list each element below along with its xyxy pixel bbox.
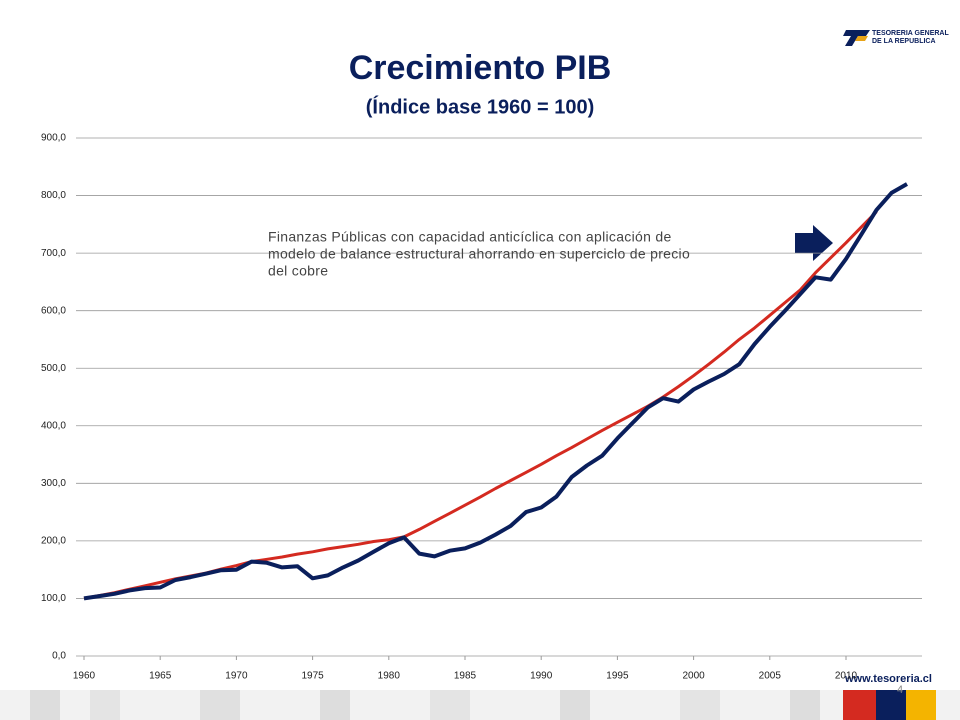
footer-block <box>906 690 936 720</box>
logo-mark-accent <box>855 36 868 41</box>
y-tick-label: 300,0 <box>41 478 66 489</box>
x-tick-label: 2000 <box>682 671 705 682</box>
footer-block <box>90 690 120 720</box>
footer-block <box>320 690 350 720</box>
y-tick-label: 700,0 <box>41 248 66 259</box>
y-tick-label: 800,0 <box>41 190 66 201</box>
footer-block <box>843 690 876 720</box>
x-tick-label: 1960 <box>73 671 96 682</box>
annotation: modelo de balance estructural ahorrando … <box>268 246 690 262</box>
line-series <box>83 182 908 601</box>
x-tick-label: 1965 <box>149 671 172 682</box>
arrow <box>795 225 833 261</box>
y-tick-label: 400,0 <box>41 420 66 431</box>
x-tick-label: 2005 <box>759 671 782 682</box>
chart-title: Crecimiento PIB <box>349 49 612 87</box>
logo: TESORERIA GENERAL DE LA REPUBLICA <box>843 30 949 46</box>
y-tick-label: 600,0 <box>41 305 66 316</box>
x-tick-label: 1975 <box>301 671 324 682</box>
x-tick-label: 1980 <box>378 671 401 682</box>
annotation: del cobre <box>268 263 328 279</box>
x-tick-label: 1995 <box>606 671 629 682</box>
x-tick-label: 1990 <box>530 671 553 682</box>
y-tick-label: 900,0 <box>41 133 66 144</box>
logo-text: TESORERIA GENERAL <box>872 30 949 37</box>
footer-block <box>680 690 720 720</box>
footer-block <box>30 690 60 720</box>
logo-text: DE LA REPUBLICA <box>872 38 936 45</box>
annotation: Finanzas Públicas con capacidad anticícl… <box>268 229 672 245</box>
x-tick-label: 1985 <box>454 671 477 682</box>
footer-block <box>200 690 240 720</box>
footer-block <box>560 690 590 720</box>
footer-block <box>876 690 906 720</box>
logo-mark <box>843 30 870 46</box>
x-tick-label: 2010 <box>835 671 858 682</box>
y-tick-label: 500,0 <box>41 363 66 374</box>
x-tick-label: 1970 <box>225 671 248 682</box>
y-tick-label: 0,0 <box>52 651 66 662</box>
page-number: 4 <box>897 684 903 696</box>
y-tick-label: 200,0 <box>41 536 66 547</box>
chart-subtitle: (Índice base 1960 = 100) <box>366 95 594 118</box>
footer-bar: www.tesoreria.cl 4 <box>0 673 960 720</box>
footer-url: www.tesoreria.cl <box>844 673 932 685</box>
footer-block <box>790 690 820 720</box>
footer-block <box>430 690 470 720</box>
y-tick-label: 100,0 <box>41 593 66 604</box>
